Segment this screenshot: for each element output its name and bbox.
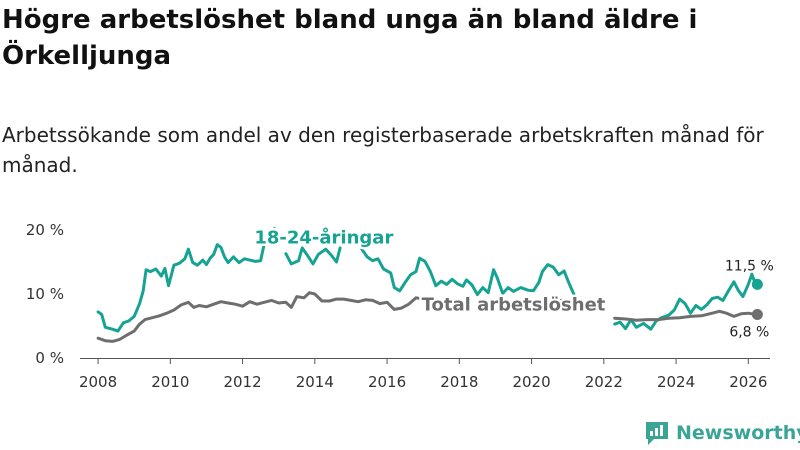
series-line <box>284 246 342 266</box>
newsworthy-icon <box>646 422 668 445</box>
x-tick-label: 2010 <box>151 373 189 391</box>
brand-name: Newsworthy <box>676 422 800 444</box>
chart-subtitle: Arbetssökande som andel av den registerb… <box>2 123 764 177</box>
x-tick-label: 2024 <box>657 373 695 391</box>
y-tick-label: 0 % <box>35 349 64 367</box>
brand-logo: Newsworthy <box>644 418 800 448</box>
y-tick-label: 20 % <box>26 221 64 239</box>
x-tick-label: 2014 <box>296 373 334 391</box>
series-line <box>96 227 279 333</box>
series-annotation: Total arbetslöshet <box>422 295 606 316</box>
x-tick-label: 2022 <box>585 373 623 391</box>
line-chart: 0 % 10 % 20 % 2008 2010 2012 2014 2016 2018 2020 2… <box>26 221 774 391</box>
series-line <box>360 247 577 299</box>
x-tick-label: 2026 <box>729 373 767 391</box>
series-annotation: 18-24-åringar <box>254 226 393 248</box>
series-line <box>544 297 564 302</box>
series-line <box>613 272 757 331</box>
end-value-label: 11,5 % <box>725 258 774 274</box>
series-line <box>613 309 757 322</box>
chart-title: Högre arbetslöshet bland unga än bland ä… <box>2 5 698 71</box>
x-tick-label: 2012 <box>223 373 261 391</box>
end-value-label: 6,8 % <box>729 324 769 340</box>
x-tick-label: 2016 <box>368 373 406 391</box>
x-tick-label: 2018 <box>440 373 478 391</box>
series-end-point <box>751 308 763 320</box>
series-line <box>96 291 425 343</box>
x-tick-label: 2020 <box>512 373 550 391</box>
y-tick-label: 10 % <box>26 285 64 303</box>
series-end-point <box>751 278 763 290</box>
x-tick-label: 2008 <box>79 373 117 391</box>
